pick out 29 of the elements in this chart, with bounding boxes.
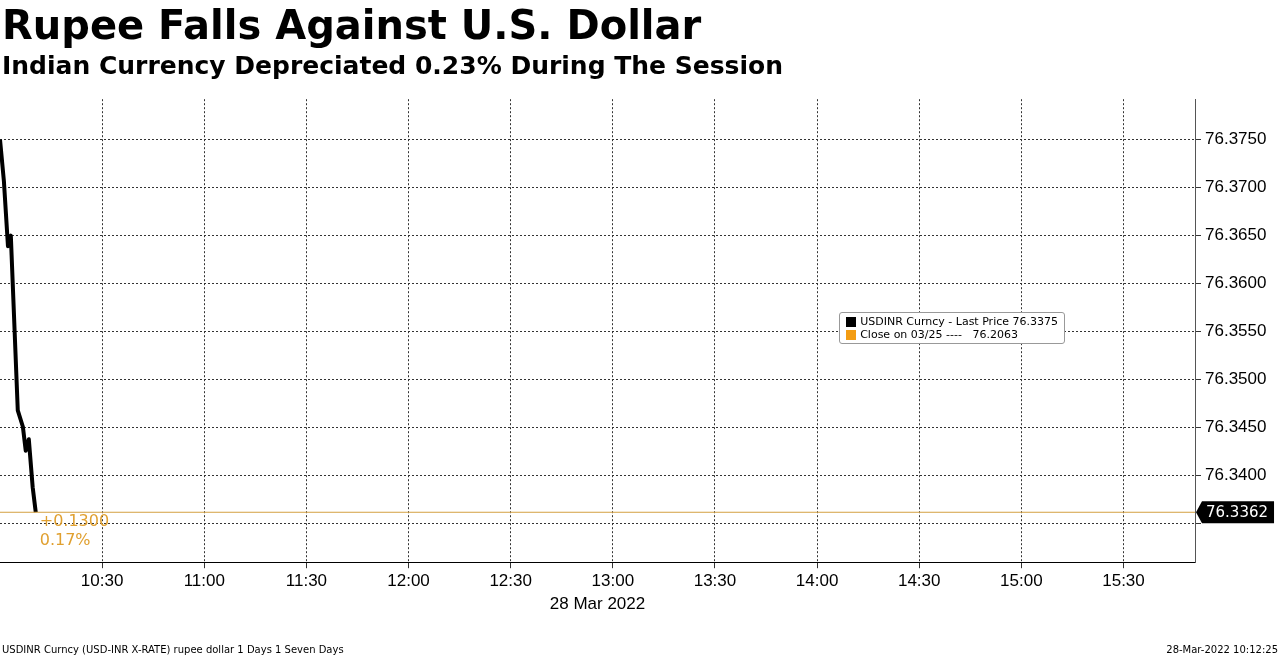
y-tick-label: 76.3400: [1205, 465, 1267, 485]
x-tick-label: 11:00: [183, 571, 225, 591]
x-axis-title: 28 Mar 2022: [549, 594, 646, 614]
chart-title: Rupee Falls Against U.S. Dollar: [2, 1, 702, 50]
x-tick-label: 14:00: [795, 571, 839, 591]
x-tick-label: 12:30: [489, 571, 532, 591]
x-tick-label: 12:00: [387, 571, 430, 591]
x-tick-label: 14:30: [897, 571, 941, 591]
x-tick-label: 11:30: [285, 571, 328, 591]
y-tick-label: 76.3650: [1205, 225, 1267, 245]
text: 28-Mar-2022 10:12:25: [1166, 644, 1278, 655]
annotation: +0.1300: [39, 511, 110, 531]
x-tick-label: 10:30: [80, 571, 124, 591]
x-tick-label: 13:30: [693, 571, 737, 591]
y-tick-label: 76.3450: [1205, 417, 1267, 437]
x-tick-label: 15:30: [1102, 571, 1145, 591]
y-tick-label: 76.3700: [1205, 177, 1267, 197]
y-tick-label: 76.3600: [1205, 273, 1267, 293]
ref-line-label: 76.3362: [1206, 503, 1269, 522]
annotation: 0.17%: [39, 530, 91, 550]
y-tick-label: 76.3750: [1205, 129, 1267, 149]
x-tick-label: 15:00: [1000, 571, 1043, 591]
legend-label: Close on 03/25 ---- 76.2063: [860, 328, 1018, 341]
legend-label: USDINR Curncy - Last Price 76.3375: [860, 315, 1058, 328]
y-tick-label: 76.3550: [1205, 321, 1267, 341]
chart-subtitle: Indian Currency Depreciated 0.23% During The Session: [2, 50, 784, 82]
text: USDINR Curncy (USD-INR X-RATE) rupee dollar 1 Days 1 Seven Days: [2, 644, 344, 655]
y-tick-label: 76.3500: [1205, 369, 1267, 389]
x-tick-label: 13:00: [591, 571, 635, 591]
